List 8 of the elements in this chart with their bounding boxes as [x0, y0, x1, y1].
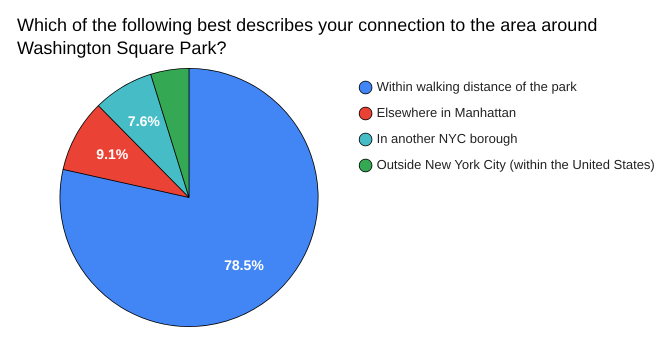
data-label: 78.5%	[224, 256, 264, 273]
data-label: 7.6%	[128, 113, 160, 130]
legend-label: Elsewhere in Manhattan	[376, 105, 516, 120]
chart-title: Which of the following best describes your connection to the area around Washington Square Park?	[17, 14, 598, 60]
legend-label: Outside New York City (within the United States)	[376, 157, 655, 172]
legend-label: In another NYC borough	[376, 131, 518, 146]
legend-label: Within walking distance of the park	[376, 79, 578, 94]
data-label: 9.1%	[96, 146, 129, 162]
